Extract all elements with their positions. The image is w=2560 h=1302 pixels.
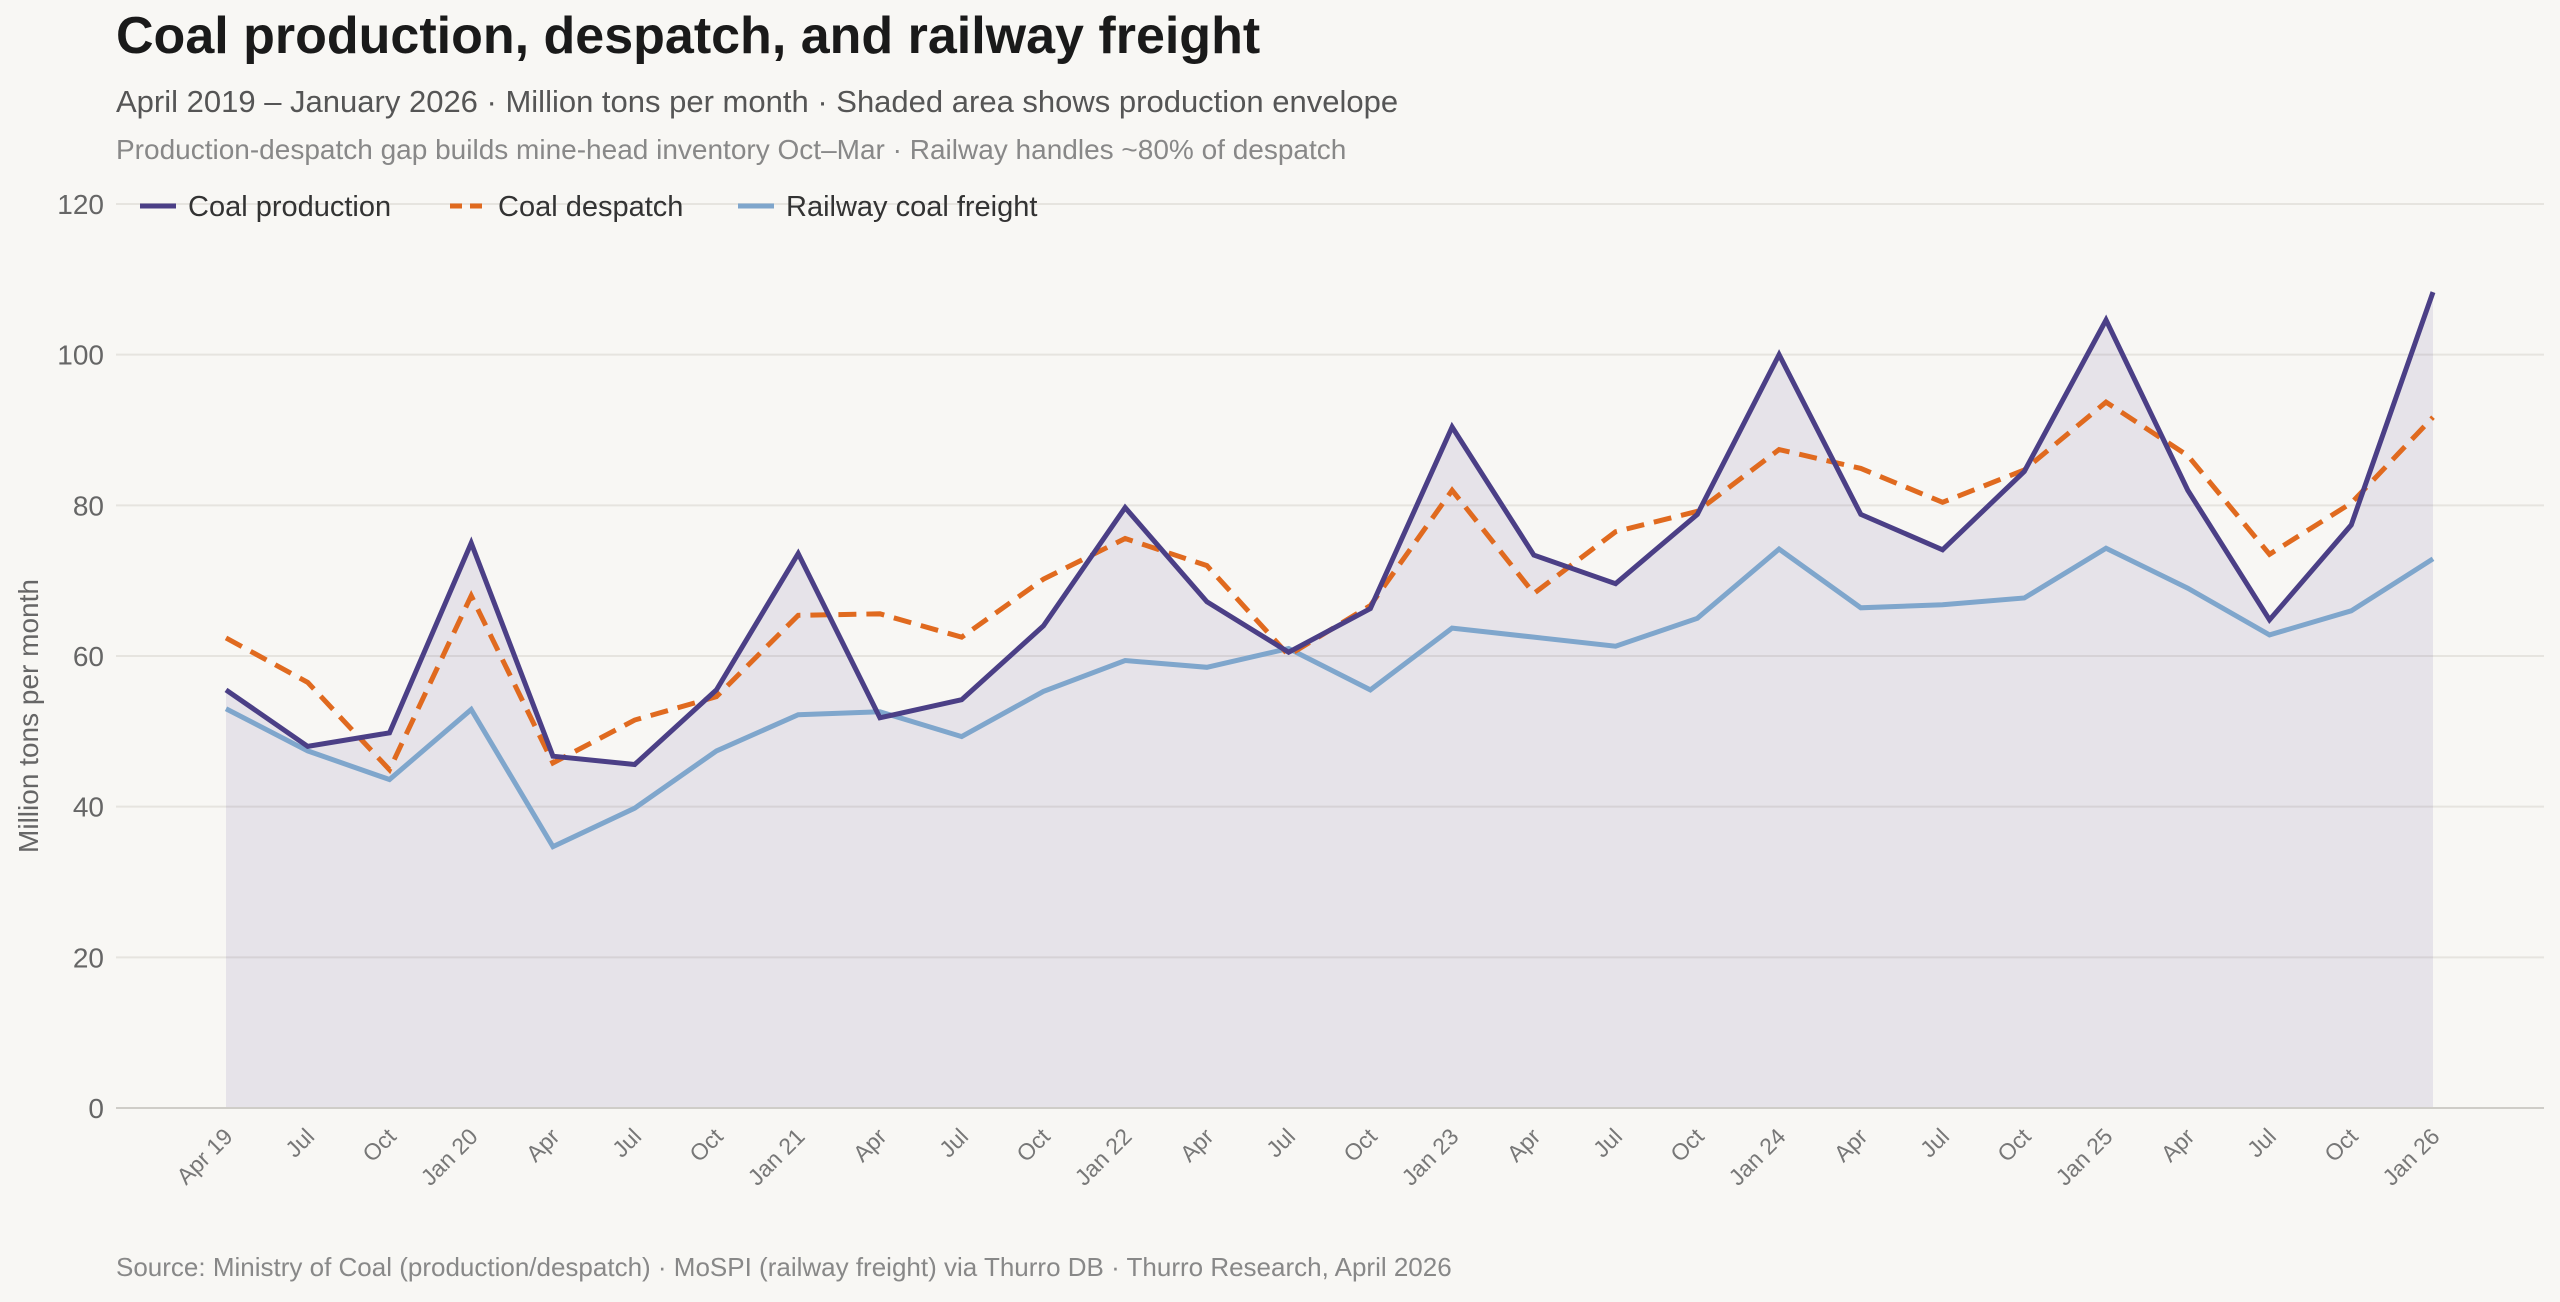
series-line-railway-coal-freight bbox=[224, 545, 2435, 850]
legend: Coal production Coal despatch Railway coal… bbox=[140, 191, 1037, 223]
production-envelope-area bbox=[226, 292, 2433, 1108]
legend-label: Railway coal freight bbox=[786, 191, 1037, 223]
x-tick-label: Jul bbox=[934, 1123, 973, 1162]
chart-note: Production-despatch gap builds mine-head… bbox=[116, 134, 1347, 165]
x-tick-label: Jan 23 bbox=[1396, 1123, 1463, 1190]
x-tick-label: Oct bbox=[1665, 1123, 1709, 1167]
series-lines bbox=[224, 291, 2436, 850]
y-tick-label: 0 bbox=[88, 1093, 104, 1124]
x-tick-label: Jul bbox=[2242, 1123, 2281, 1162]
x-tick-label: Apr 19 bbox=[171, 1123, 237, 1189]
x-tick-label: Jul bbox=[1261, 1123, 1300, 1162]
x-tick-label: Jul bbox=[607, 1123, 646, 1162]
x-tick-label: Apr bbox=[1175, 1123, 1219, 1167]
x-tick-label: Jan 26 bbox=[2377, 1123, 2444, 1190]
x-tick-label: Jul bbox=[1588, 1123, 1627, 1162]
y-tick-label: 60 bbox=[73, 641, 104, 672]
x-tick-label: Oct bbox=[357, 1123, 401, 1167]
x-tick-label: Apr bbox=[1502, 1123, 1546, 1167]
x-tick-label: Jan 21 bbox=[743, 1123, 810, 1190]
y-tick-label: 20 bbox=[73, 942, 104, 973]
x-tick-label: Oct bbox=[1992, 1123, 2036, 1167]
x-tick-label: Jan 20 bbox=[416, 1123, 483, 1190]
chart-title: Coal production, despatch, and railway f… bbox=[116, 7, 1261, 65]
x-tick-label: Apr bbox=[2156, 1123, 2200, 1167]
y-axis-label: Million tons per month bbox=[13, 579, 44, 853]
x-tick-label: Apr bbox=[521, 1123, 565, 1167]
series-line-coal-production bbox=[224, 291, 2436, 768]
x-tick-label: Oct bbox=[2319, 1123, 2363, 1167]
x-tick-label: Jan 22 bbox=[1069, 1123, 1136, 1190]
x-tick-label: Jul bbox=[280, 1123, 319, 1162]
y-tick-label: 80 bbox=[73, 490, 104, 521]
x-tick-label: Apr bbox=[848, 1123, 892, 1167]
x-tick-label: Apr bbox=[1829, 1123, 1873, 1167]
x-axis-ticks: Apr 19 Jul Oct Jan 20 Apr Jul Oct Jan 21 Apr Jul O… bbox=[171, 1123, 2444, 1191]
legend-label: Coal despatch bbox=[498, 191, 683, 223]
y-tick-label: 40 bbox=[73, 792, 104, 823]
x-tick-label: Jan 25 bbox=[2050, 1123, 2117, 1190]
gridlines bbox=[116, 203, 2544, 959]
y-tick-label: 100 bbox=[57, 340, 104, 371]
y-axis-ticks: 0 20 40 60 80 100 120 bbox=[57, 189, 104, 1124]
chart-subtitle: April 2019 – January 2026 · Million tons… bbox=[116, 84, 1399, 119]
y-tick-label: 120 bbox=[57, 189, 104, 220]
x-tick-label: Oct bbox=[1011, 1123, 1055, 1167]
x-tick-label: Oct bbox=[1338, 1123, 1382, 1167]
x-tick-label: Jul bbox=[1915, 1123, 1954, 1162]
legend-label: Coal production bbox=[188, 191, 391, 223]
x-tick-label: Oct bbox=[684, 1123, 728, 1167]
x-tick-label: Jan 24 bbox=[1723, 1123, 1790, 1190]
source-note: Source: Ministry of Coal (production/des… bbox=[116, 1252, 1452, 1282]
